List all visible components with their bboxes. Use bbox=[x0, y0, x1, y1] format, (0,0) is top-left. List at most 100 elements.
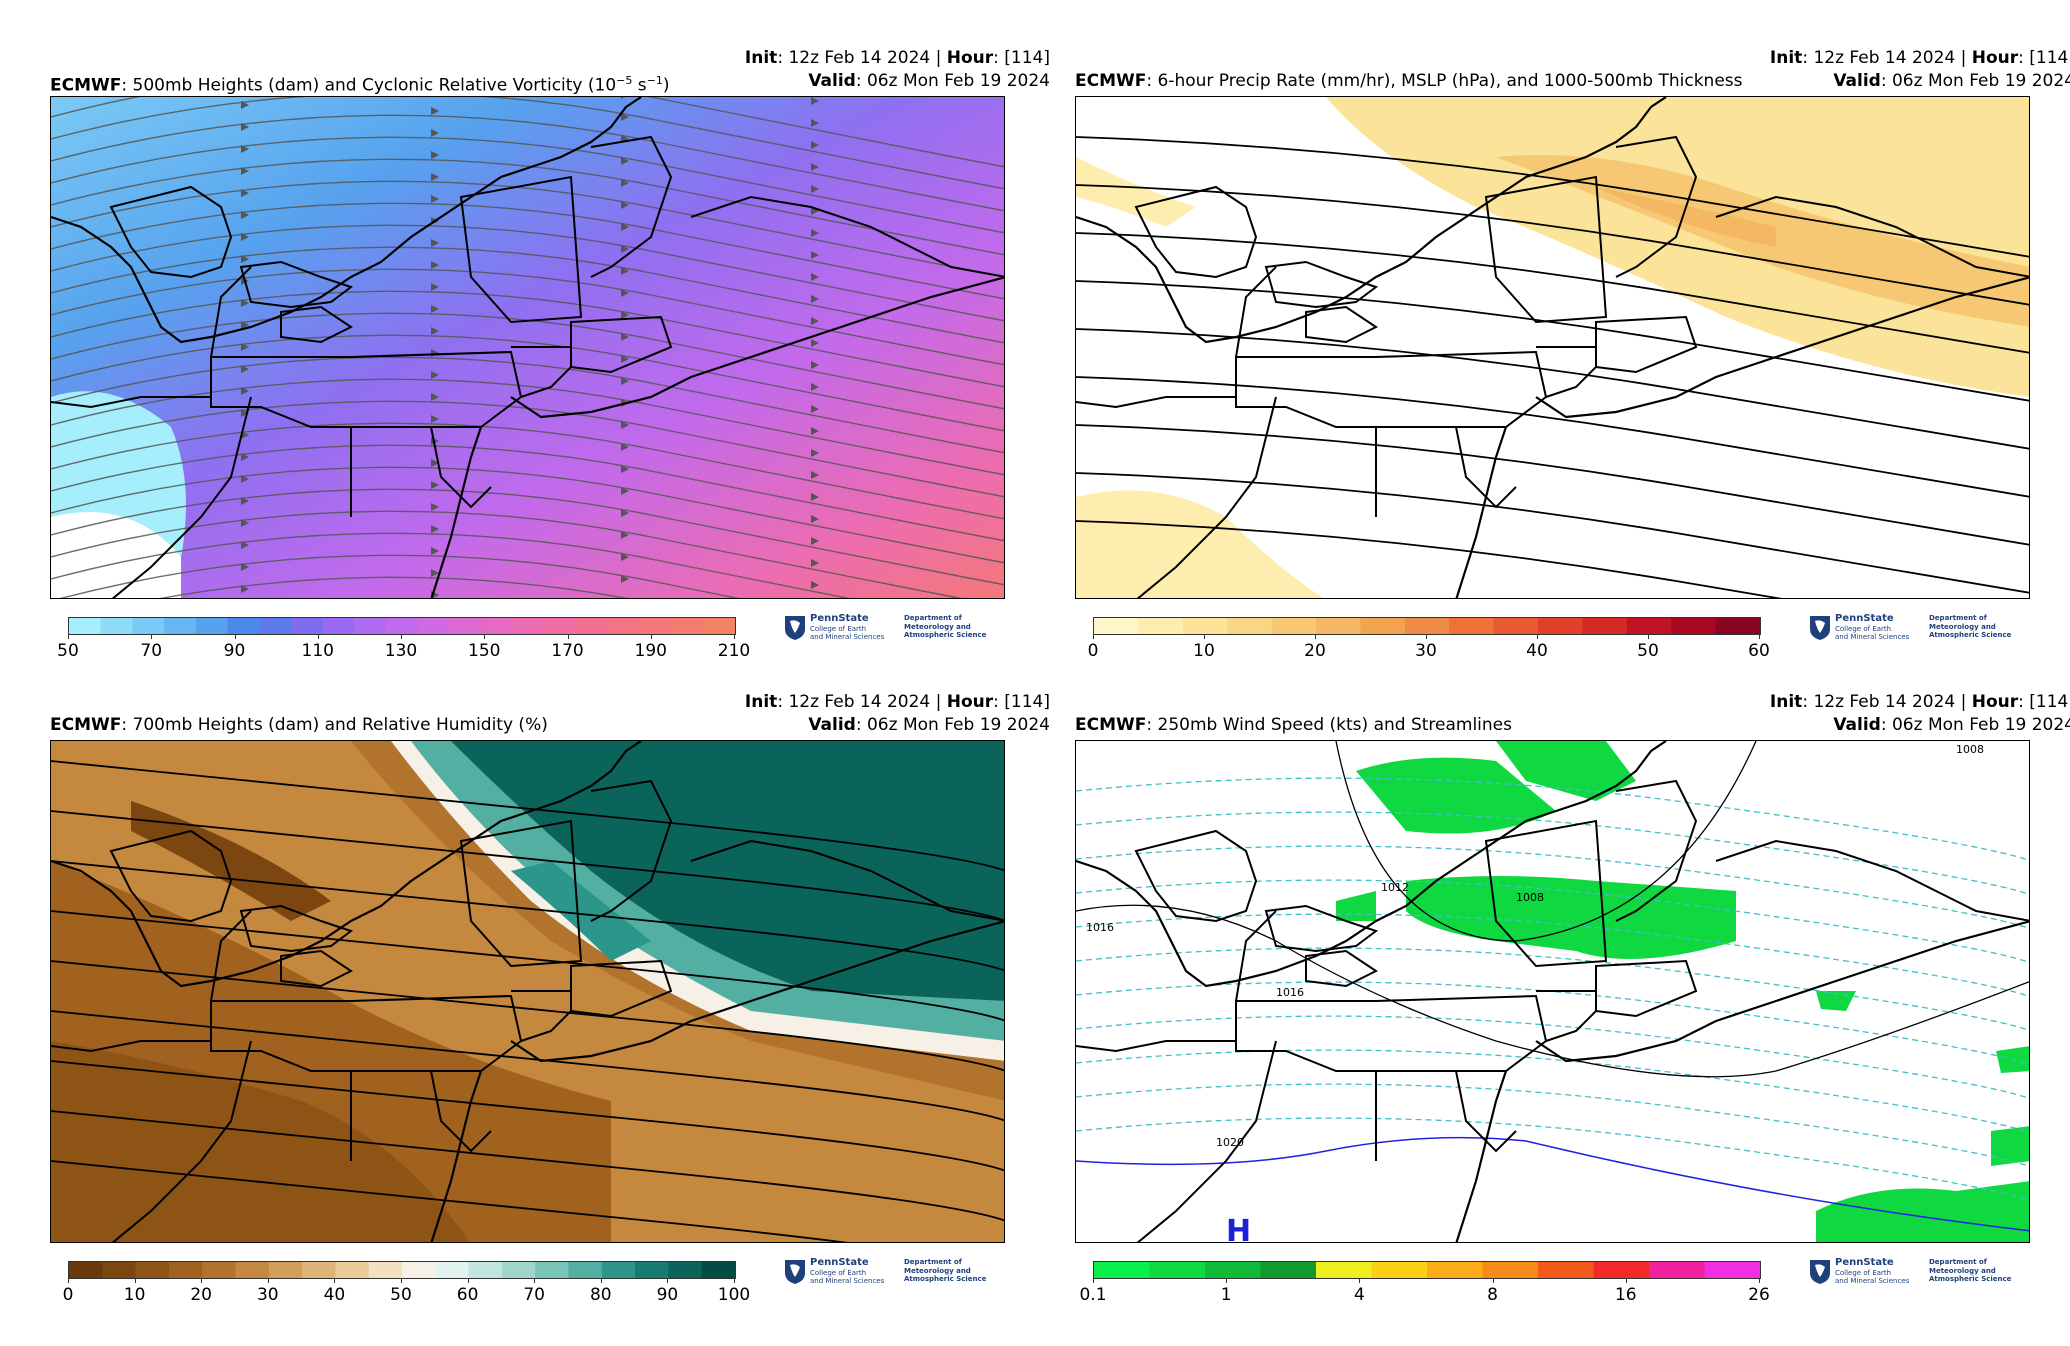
tick-label: 90 bbox=[656, 1285, 679, 1305]
colorbar-swatch bbox=[100, 618, 133, 634]
colorbar-swatch bbox=[1182, 618, 1228, 634]
tick-label: 170 bbox=[551, 641, 584, 661]
colorbar-swatch bbox=[639, 618, 673, 634]
colorbar-swatch bbox=[164, 618, 197, 634]
colorbar-swatch bbox=[481, 618, 514, 634]
tick-label: 210 bbox=[717, 641, 751, 661]
colorbar-swatch bbox=[701, 1262, 735, 1278]
colorbar-ticks: 0 10 20 30 40 50 60 70 80 90 100 bbox=[63, 1278, 750, 1308]
panel-250mb-wind: Init: 12z Feb 14 2024 | Hour: [114] ECMW… bbox=[1075, 692, 2070, 1332]
tick-mark bbox=[401, 1278, 402, 1283]
init-line: Init: 12z Feb 14 2024 | Hour: [114] bbox=[1769, 692, 2070, 712]
colorbar-ticks: 0.1 1 4 8 16 26 bbox=[1079, 1278, 1770, 1308]
colorbar-swatch bbox=[1538, 1262, 1594, 1278]
colorbar-swatch bbox=[576, 618, 609, 634]
logo-name: PennState bbox=[810, 613, 869, 624]
psu-shield-icon bbox=[1809, 615, 1831, 641]
colorbar-swatch bbox=[544, 618, 577, 634]
map-500mb bbox=[50, 96, 1005, 599]
tick-mark bbox=[1759, 634, 1760, 639]
colorbar-swatch bbox=[1715, 618, 1760, 634]
map-250mb: 1016 1012 1008 1016 1020 1008 H bbox=[1075, 740, 2030, 1243]
logo-department: Department of Meteorology and Atmospheric … bbox=[904, 614, 987, 639]
valid-label: Valid bbox=[808, 71, 856, 91]
colorbar-swatch bbox=[1593, 1262, 1650, 1278]
logo-college: College of Earth and Mineral Sciences bbox=[1835, 625, 1910, 641]
colorbar-swatch bbox=[1493, 618, 1539, 634]
psu-logo: PennState College of Earth and Mineral Sc… bbox=[1809, 613, 2019, 647]
colorbar-swatch bbox=[1316, 618, 1361, 634]
tick-label: 190 bbox=[634, 641, 667, 661]
colorbar-swatch bbox=[268, 1262, 303, 1278]
colorbar-swatch bbox=[1538, 618, 1583, 634]
colorbar-swatch bbox=[322, 618, 355, 634]
tick-mark bbox=[317, 634, 319, 639]
tick-mark bbox=[600, 1278, 602, 1283]
colorbar-swatch bbox=[671, 618, 704, 634]
valid-line: Valid: 06z Mon Feb 19 2024 bbox=[1833, 715, 2070, 735]
tick-mark bbox=[1226, 1278, 1228, 1283]
logo-department: Department of Meteorology and Atmospheric … bbox=[1929, 1258, 2012, 1283]
tick-label: 150 bbox=[468, 641, 501, 661]
logo-college: College of Earth and Mineral Sciences bbox=[810, 625, 885, 641]
init-line: Init: 12z Feb 14 2024 | Hour: [114] bbox=[744, 692, 1050, 712]
tick-mark bbox=[734, 1278, 735, 1283]
tick-mark bbox=[1648, 634, 1649, 639]
colorbar-swatch bbox=[135, 1262, 170, 1278]
tick-label: 100 bbox=[717, 1285, 751, 1305]
colorbar-ticks: 0 10 20 30 40 50 60 bbox=[1088, 634, 1770, 664]
colorbar-swatch bbox=[168, 1262, 203, 1278]
tick-label: 50 bbox=[1637, 641, 1659, 661]
colorbar-swatch bbox=[1271, 618, 1317, 634]
tick-label: 8 bbox=[1487, 1285, 1499, 1305]
tick-mark bbox=[267, 1278, 269, 1283]
valid-label: Valid bbox=[808, 715, 856, 735]
isobar-label: 1008 bbox=[1516, 891, 1544, 904]
colorbar-swatch bbox=[1582, 618, 1628, 634]
colorbar-swatch bbox=[386, 618, 419, 634]
tick-label: 0 bbox=[62, 1285, 74, 1305]
colorbar-swatch bbox=[1626, 618, 1672, 634]
colorbar-swatch bbox=[132, 618, 165, 634]
colorbar-swatch bbox=[1404, 618, 1450, 634]
tick-mark bbox=[1426, 634, 1427, 639]
tick-label: 70 bbox=[140, 641, 163, 661]
colorbar-swatch bbox=[501, 1262, 536, 1278]
colorbar-swatch bbox=[354, 618, 387, 634]
tick-label: 20 bbox=[190, 1285, 213, 1305]
colorbar-swatch bbox=[1449, 618, 1495, 634]
valid-value: : 06z Mon Feb 19 2024 bbox=[1880, 71, 2070, 91]
tick-label: 130 bbox=[384, 641, 418, 661]
colorbar-swatch bbox=[202, 1262, 236, 1278]
tick-label: 50 bbox=[390, 1285, 412, 1305]
tick-label: 10 bbox=[1193, 641, 1215, 661]
colorbar-swatch bbox=[195, 618, 229, 634]
tick-label: 60 bbox=[1748, 641, 1770, 661]
tick-label: 70 bbox=[523, 1285, 546, 1305]
map-700mb bbox=[50, 740, 1005, 1243]
tick-mark bbox=[1093, 1278, 1094, 1283]
tick-label: 40 bbox=[1526, 641, 1548, 661]
colorbar-swatch bbox=[468, 1262, 503, 1278]
tick-label: 26 bbox=[1748, 1285, 1770, 1305]
tick-label: 50 bbox=[57, 641, 79, 661]
colorbar-swatch bbox=[1149, 1262, 1206, 1278]
logo-name: PennState bbox=[1835, 613, 1894, 624]
colorbar-swatch bbox=[1482, 1262, 1539, 1278]
colorbar-ticks: 50 70 90 110 130 150 170 190 210 bbox=[57, 634, 750, 664]
colorbar-swatch bbox=[69, 1262, 103, 1278]
map-title: ECMWF: 500mb Heights (dam) and Cyclonic … bbox=[50, 74, 670, 96]
map-title: ECMWF: 700mb Heights (dam) and Relative … bbox=[50, 715, 548, 735]
colorbar bbox=[68, 617, 736, 635]
colorbar-swatch bbox=[535, 1262, 569, 1278]
panel-700mb-rh: Init: 12z Feb 14 2024 | Hour: [114] ECMW… bbox=[50, 692, 1050, 1332]
colorbar-swatch bbox=[417, 618, 451, 634]
panel-500mb-vorticity: Init: 12z Feb 14 2024 | Hour: [114] ECMW… bbox=[50, 48, 1050, 688]
colorbar-swatch bbox=[368, 1262, 403, 1278]
tick-mark bbox=[68, 1278, 69, 1283]
tick-label: 4 bbox=[1353, 1285, 1365, 1305]
colorbar-swatch bbox=[1138, 618, 1184, 634]
tick-mark bbox=[401, 634, 402, 639]
logo-college: College of Earth and Mineral Sciences bbox=[810, 1269, 885, 1285]
colorbar-swatch bbox=[1704, 1262, 1760, 1278]
